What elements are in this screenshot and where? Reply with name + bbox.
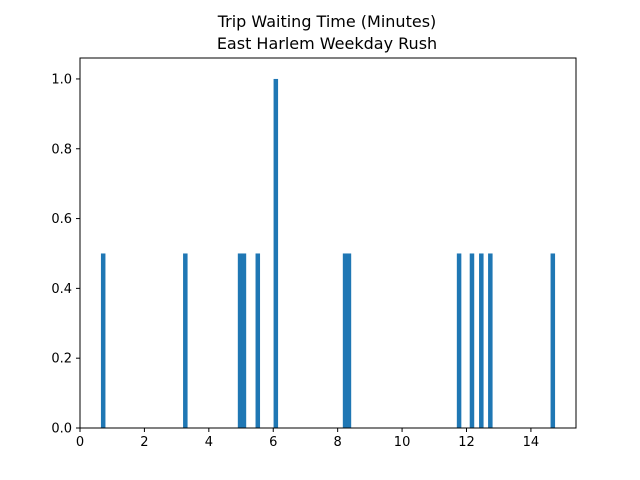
plot-frame xyxy=(79,57,577,429)
histogram-bar-8 xyxy=(456,253,462,428)
x-tick-label: 2 xyxy=(140,435,148,450)
histogram-bar-7 xyxy=(346,253,352,428)
x-tick-label: 12 xyxy=(458,435,475,450)
histogram-bar-5 xyxy=(273,78,279,429)
y-tick-label: 0.2 xyxy=(51,352,72,367)
bars-group xyxy=(100,78,556,429)
histogram-bar-6 xyxy=(342,253,348,428)
x-tick-label: 4 xyxy=(205,435,213,450)
x-tick-label: 6 xyxy=(269,435,277,450)
histogram-bar-4 xyxy=(255,253,261,428)
histogram-bar-2 xyxy=(237,253,243,428)
x-tick-label: 14 xyxy=(523,435,540,450)
histogram-bar-0 xyxy=(100,253,106,428)
chart-title: Trip Waiting Time (Minutes) xyxy=(217,12,437,31)
histogram-bar-11 xyxy=(488,253,493,428)
histogram-bar-3 xyxy=(241,253,247,428)
histogram-bar-12 xyxy=(550,253,556,428)
histogram-bar-9 xyxy=(469,253,475,428)
histogram-bar-10 xyxy=(479,253,484,428)
y-tick-label: 0.0 xyxy=(51,422,72,437)
x-tick-label: 0 xyxy=(76,435,84,450)
y-tick-label: 0.8 xyxy=(51,142,72,157)
histogram-bar-1 xyxy=(183,253,188,428)
y-tick-label: 0.4 xyxy=(51,282,72,297)
y-tick-label: 0.6 xyxy=(51,212,72,227)
x-tick-label: 10 xyxy=(394,435,411,450)
chart-subtitle: East Harlem Weekday Rush xyxy=(217,34,437,53)
y-axis: 0.0 0.2 0.4 0.6 0.8 1.0 xyxy=(51,72,80,437)
y-tick-label: 1.0 xyxy=(51,72,72,87)
x-tick-label: 8 xyxy=(334,435,342,450)
x-axis: 0 2 4 6 8 10 12 14 xyxy=(76,428,539,450)
